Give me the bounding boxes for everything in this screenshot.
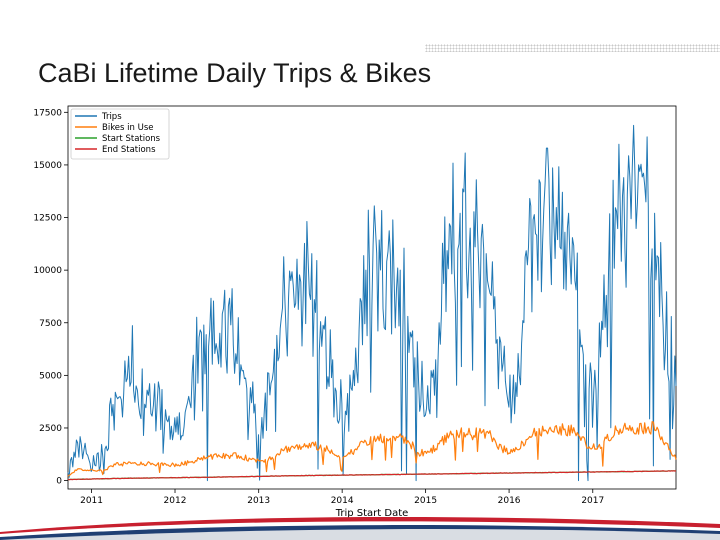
header-dotted-rule xyxy=(425,44,720,52)
x-tick-label-2012: 2012 xyxy=(164,496,187,506)
series-line-end-stations xyxy=(67,470,677,481)
series-layer xyxy=(67,124,677,482)
x-axis-label: Trip Start Date xyxy=(335,508,409,519)
legend-label-start-stations: Start Stations xyxy=(102,134,161,144)
y-tick-label-15000: 15000 xyxy=(33,161,62,171)
x-tick-label-2013: 2013 xyxy=(247,496,270,506)
y-tick-label-0: 0 xyxy=(56,477,62,487)
x-axis: 2011 2012 2013 2014 2015 2016 2017 xyxy=(80,489,604,506)
x-tick-label-2016: 2016 xyxy=(498,496,521,506)
legend-label-bikes-in-use: Bikes in Use xyxy=(102,123,154,133)
footer-grey-shadow xyxy=(0,529,720,540)
y-tick-label-2500: 2500 xyxy=(39,424,62,434)
legend-box xyxy=(70,108,170,160)
slide-title: CaBi Lifetime Daily Trips & Bikes xyxy=(38,58,432,88)
footer-swoosh xyxy=(0,517,720,540)
series-line-bikes-in-use xyxy=(67,421,677,477)
legend-label-end-stations: End Stations xyxy=(102,145,156,155)
legend-label-trips: Trips xyxy=(101,112,122,122)
x-tick-label-2015: 2015 xyxy=(414,496,437,506)
y-tick-label-7500: 7500 xyxy=(39,319,62,329)
series-line-trips xyxy=(67,124,677,482)
y-tick-label-5000: 5000 xyxy=(39,371,62,381)
y-tick-label-10000: 10000 xyxy=(33,266,62,276)
x-tick-label-2017: 2017 xyxy=(581,496,604,506)
y-tick-label-12500: 12500 xyxy=(33,214,62,224)
chart-image: 0 2500 5000 7500 10000 12500 15000 17500 2011 20… xyxy=(0,98,678,522)
x-tick-label-2011: 2011 xyxy=(80,496,103,506)
y-tick-label-17500: 17500 xyxy=(33,108,62,118)
y-axis: 0 2500 5000 7500 10000 12500 15000 17500 xyxy=(33,108,68,487)
x-tick-label-2014: 2014 xyxy=(331,496,354,506)
